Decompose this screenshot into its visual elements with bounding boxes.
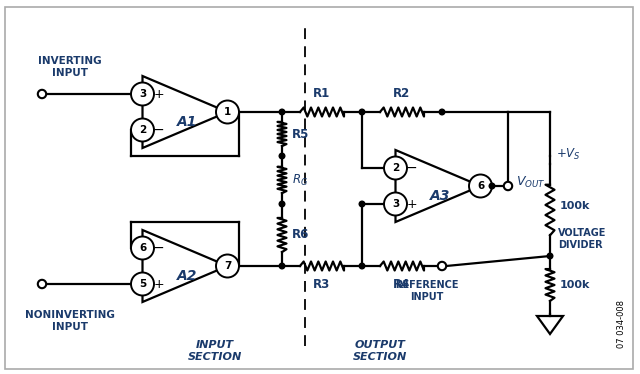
Circle shape — [279, 201, 285, 207]
Text: R2: R2 — [394, 87, 411, 100]
Text: $V_{OUT}$: $V_{OUT}$ — [516, 174, 546, 190]
Text: NONINVERTING
INPUT: NONINVERTING INPUT — [25, 310, 115, 332]
Text: R1: R1 — [314, 87, 331, 100]
Text: −: − — [153, 241, 164, 255]
Text: 100k: 100k — [560, 280, 590, 290]
Text: 2: 2 — [139, 125, 146, 135]
Text: 6: 6 — [477, 181, 484, 191]
Text: 1: 1 — [224, 107, 231, 117]
Text: −: − — [406, 161, 417, 175]
Text: $R_G$: $R_G$ — [292, 172, 308, 187]
Text: R3: R3 — [314, 278, 331, 291]
Text: VOLTAGE
DIVIDER: VOLTAGE DIVIDER — [558, 229, 606, 250]
Text: 7: 7 — [224, 261, 231, 271]
Circle shape — [131, 119, 154, 141]
Circle shape — [547, 253, 553, 259]
Text: R6: R6 — [292, 229, 309, 242]
Text: 5: 5 — [139, 279, 146, 289]
Circle shape — [38, 280, 46, 288]
Text: 3: 3 — [139, 89, 146, 99]
Circle shape — [439, 109, 445, 115]
Text: $+V_S$: $+V_S$ — [556, 147, 581, 162]
Text: 6: 6 — [139, 243, 146, 253]
Circle shape — [216, 254, 239, 278]
Circle shape — [279, 109, 285, 115]
Circle shape — [489, 183, 495, 189]
Text: INPUT
SECTION: INPUT SECTION — [188, 340, 242, 362]
Text: REFERENCE
INPUT: REFERENCE INPUT — [396, 280, 459, 301]
Circle shape — [438, 262, 446, 270]
Text: 100k: 100k — [560, 201, 590, 211]
Circle shape — [384, 156, 407, 180]
Text: A2: A2 — [177, 269, 197, 283]
Circle shape — [359, 201, 365, 207]
Circle shape — [279, 153, 285, 159]
Circle shape — [504, 182, 512, 190]
Circle shape — [131, 236, 154, 260]
Circle shape — [279, 263, 285, 269]
Text: 2: 2 — [392, 163, 399, 173]
Text: +: + — [153, 278, 164, 291]
Circle shape — [131, 273, 154, 295]
Text: A1: A1 — [177, 115, 197, 129]
Text: 07 034-008: 07 034-008 — [618, 300, 627, 348]
Text: OUTPUT
SECTION: OUTPUT SECTION — [353, 340, 407, 362]
Text: A3: A3 — [430, 189, 450, 203]
Circle shape — [38, 90, 46, 98]
Circle shape — [216, 101, 239, 123]
Circle shape — [469, 175, 492, 197]
Text: INVERTING
INPUT: INVERTING INPUT — [38, 56, 102, 77]
Circle shape — [131, 83, 154, 105]
Text: −: − — [153, 123, 164, 137]
Circle shape — [359, 263, 365, 269]
Text: R4: R4 — [394, 278, 411, 291]
Text: +: + — [406, 197, 417, 211]
Text: +: + — [153, 88, 164, 101]
Text: R5: R5 — [292, 128, 309, 141]
Text: 3: 3 — [392, 199, 399, 209]
Circle shape — [359, 109, 365, 115]
Circle shape — [384, 193, 407, 215]
